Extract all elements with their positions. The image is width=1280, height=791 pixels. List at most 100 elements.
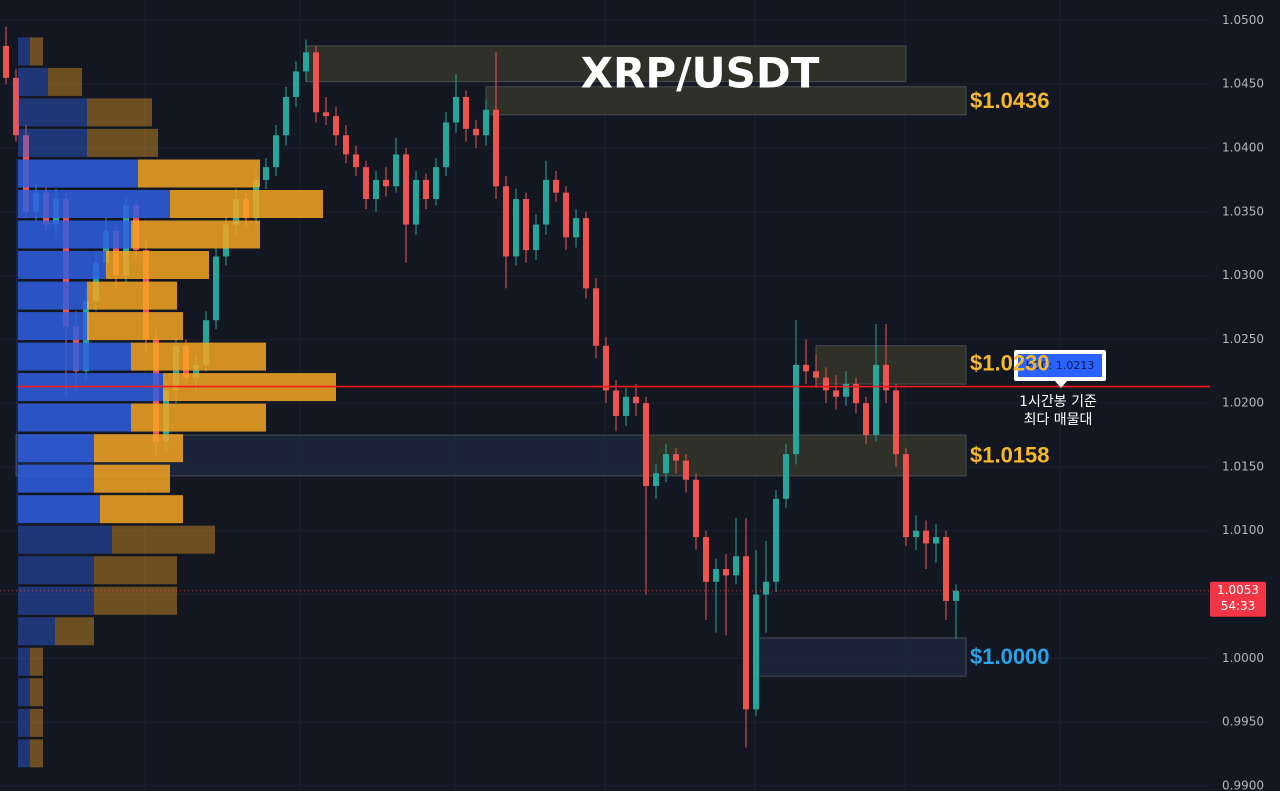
- candle-body: [823, 377, 829, 391]
- level-label: $1.0000: [970, 644, 1050, 669]
- profile-sell: [170, 190, 323, 218]
- candle-body: [643, 403, 649, 487]
- profile-sell: [30, 37, 43, 66]
- candle-body: [373, 179, 379, 200]
- candle-body: [393, 154, 399, 187]
- profile-sell: [131, 403, 266, 432]
- candle-body: [763, 581, 769, 595]
- candle-body: [343, 135, 349, 155]
- candle-body: [213, 256, 219, 321]
- candle-body: [683, 460, 689, 480]
- chart-title: XRP/USDT: [581, 49, 820, 98]
- y-tick-label: 1.0300: [1222, 268, 1264, 282]
- candle-body: [633, 396, 639, 404]
- profile-buy: [18, 281, 87, 310]
- candle-body: [883, 364, 889, 391]
- candle-body: [283, 96, 289, 136]
- candle-body: [323, 112, 329, 117]
- profile-buy: [18, 434, 94, 463]
- candle-body: [583, 218, 589, 289]
- candle-body: [313, 52, 319, 113]
- candle-body: [443, 122, 449, 168]
- candle-body: [203, 320, 209, 365]
- profile-sell: [30, 708, 43, 737]
- candle-body: [403, 154, 409, 225]
- profile-buy: [18, 128, 87, 157]
- candle-body: [3, 45, 9, 78]
- y-tick-label: 1.0400: [1222, 140, 1264, 154]
- profile-buy: [18, 312, 87, 341]
- candle-body: [863, 403, 869, 436]
- zone: [755, 637, 967, 677]
- profile-buy: [18, 464, 94, 493]
- candle-body: [653, 473, 659, 487]
- candle-body: [513, 199, 519, 257]
- candle-body: [363, 167, 369, 200]
- candle-body: [433, 167, 439, 200]
- candle-body: [723, 569, 729, 576]
- candle-body: [533, 224, 539, 251]
- level-label: $1.0230: [970, 351, 1050, 376]
- candle-body: [933, 537, 939, 544]
- candle-body: [423, 179, 429, 200]
- candle-body: [943, 537, 949, 601]
- profile-sell: [55, 617, 94, 646]
- profile-sell: [30, 678, 43, 707]
- profile-buy: [18, 708, 30, 737]
- profile-sell: [100, 495, 183, 524]
- profile-sell: [112, 525, 215, 554]
- candle-body: [923, 530, 929, 544]
- profile-buy: [18, 525, 112, 554]
- candle-body: [663, 454, 669, 474]
- profile-buy: [18, 342, 131, 371]
- candle-body: [813, 371, 819, 378]
- candle-body: [743, 556, 749, 710]
- candle-body: [893, 390, 899, 455]
- candle-body: [603, 345, 609, 391]
- candle-body: [463, 96, 469, 129]
- y-tick-label: 1.0200: [1222, 396, 1264, 410]
- profile-buy: [18, 403, 131, 432]
- candle-body: [833, 390, 839, 397]
- poc-label: POC: 1.0213: [1026, 359, 1095, 372]
- y-tick-label: 0.9950: [1222, 715, 1264, 729]
- profile-buy: [18, 98, 87, 127]
- profile-buy: [18, 190, 170, 218]
- countdown: 54:33: [1221, 599, 1256, 613]
- profile-sell: [87, 128, 158, 157]
- profile-buy: [18, 678, 30, 707]
- candle-body: [623, 396, 629, 416]
- candle-body: [733, 556, 739, 576]
- profile-buy: [18, 159, 138, 188]
- y-tick-label: 0.9900: [1222, 778, 1264, 791]
- candle-body: [673, 454, 679, 461]
- level-label: $1.0436: [970, 88, 1050, 113]
- candle-body: [793, 364, 799, 455]
- candle-body: [383, 179, 389, 187]
- candle-body: [613, 390, 619, 416]
- profile-sell: [94, 464, 170, 493]
- profile-sell: [94, 434, 183, 463]
- y-tick-label: 1.0250: [1222, 332, 1264, 346]
- y-tick-label: 1.0100: [1222, 523, 1264, 537]
- candle-body: [563, 192, 569, 238]
- profile-buy: [18, 220, 131, 249]
- candle-body: [503, 186, 509, 257]
- candle-body: [453, 96, 459, 123]
- candle-body: [953, 590, 959, 601]
- zone: [815, 345, 967, 385]
- profile-sell: [131, 220, 260, 249]
- candle-body: [853, 384, 859, 404]
- poc-box-inner: [1018, 354, 1102, 377]
- candle-body: [783, 454, 789, 499]
- profile-sell: [87, 312, 183, 341]
- candle-body: [543, 179, 549, 225]
- candle-body: [803, 364, 809, 372]
- candle-body: [13, 77, 19, 136]
- candle-body: [703, 537, 709, 582]
- level-label: $1.0158: [970, 443, 1050, 468]
- y-tick-label: 1.0000: [1222, 651, 1264, 665]
- poc-note: 최다 매물대: [1024, 412, 1093, 428]
- profile-sell: [131, 342, 266, 371]
